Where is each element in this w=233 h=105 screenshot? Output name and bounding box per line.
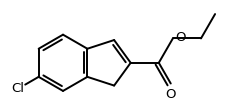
- Text: O: O: [165, 88, 176, 101]
- Text: Cl: Cl: [11, 82, 24, 95]
- Text: O: O: [176, 31, 186, 44]
